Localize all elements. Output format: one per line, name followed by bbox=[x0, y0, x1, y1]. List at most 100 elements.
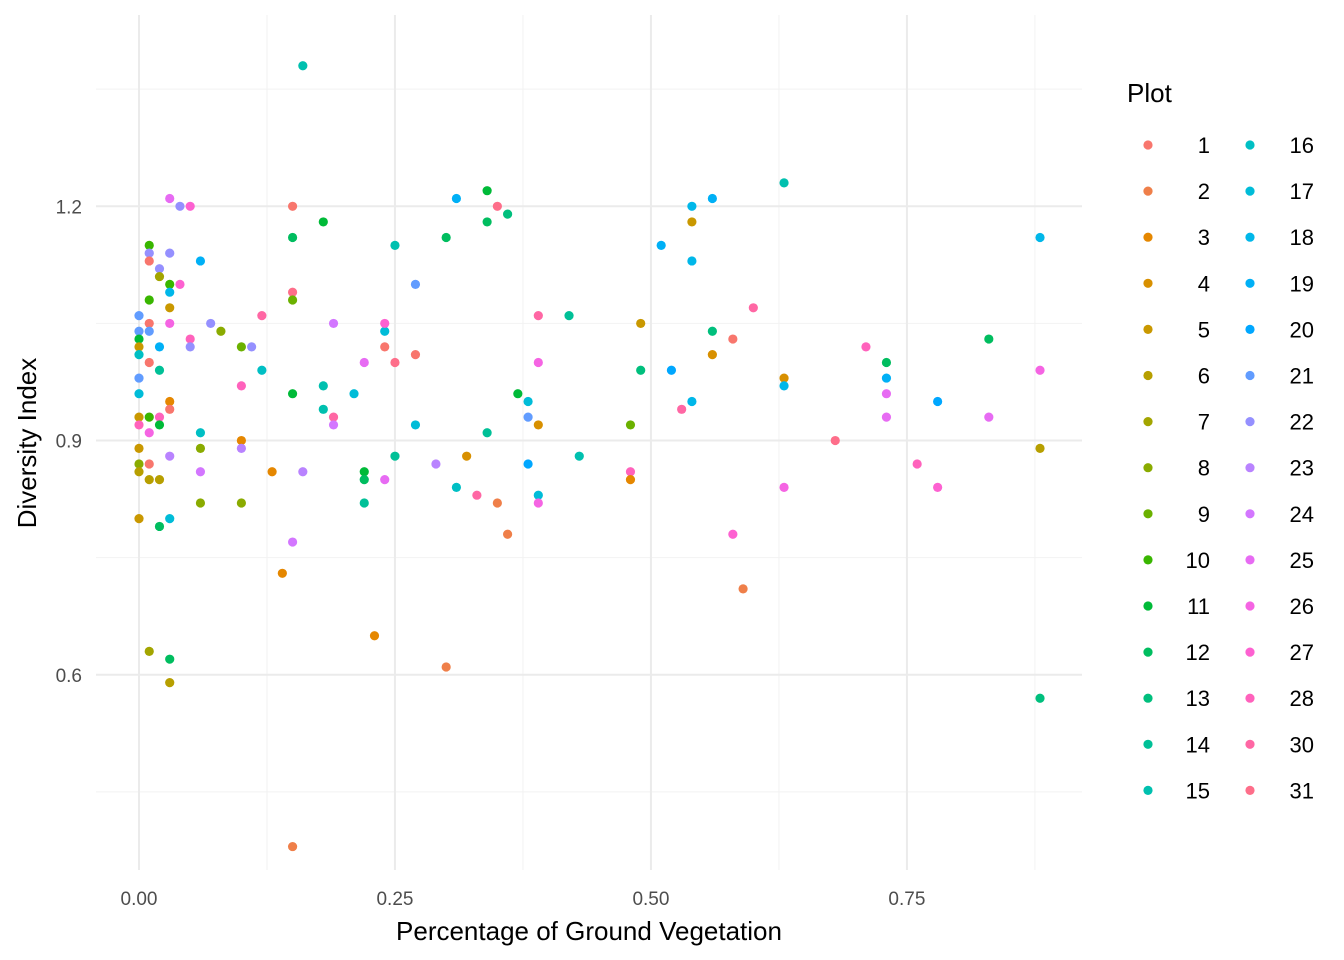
data-point-plot-22 bbox=[185, 342, 195, 352]
legend-label: 17 bbox=[1290, 179, 1314, 204]
data-point-plot-30 bbox=[328, 412, 339, 422]
data-point-plot-28 bbox=[625, 467, 636, 477]
data-point-plot-19 bbox=[154, 342, 165, 352]
data-point-plot-14 bbox=[482, 428, 492, 438]
legend-key-31 bbox=[1245, 785, 1255, 796]
data-point-plot-30 bbox=[748, 303, 758, 313]
legend-label: 5 bbox=[1198, 317, 1210, 342]
legend-label: 19 bbox=[1290, 271, 1314, 296]
data-point-plot-20 bbox=[523, 459, 533, 469]
data-point-plot-12 bbox=[359, 474, 369, 485]
legend-label: 6 bbox=[1198, 364, 1210, 389]
data-point-plot-30 bbox=[257, 311, 267, 321]
legend-key-3 bbox=[1143, 232, 1153, 242]
data-point-plot-3 bbox=[277, 568, 287, 578]
data-point-plot-18 bbox=[687, 201, 697, 211]
data-point-plot-21 bbox=[523, 412, 533, 422]
data-point-plot-5 bbox=[165, 303, 175, 313]
legend-key-2 bbox=[1143, 186, 1153, 196]
legend-key-17 bbox=[1245, 186, 1255, 196]
points bbox=[134, 61, 1045, 852]
data-point-plot-23 bbox=[298, 467, 308, 477]
data-point-plot-6 bbox=[154, 474, 165, 485]
data-point-plot-4 bbox=[707, 350, 717, 360]
data-point-plot-8 bbox=[236, 498, 246, 508]
data-point-plot-25 bbox=[984, 412, 994, 422]
data-point-plot-30 bbox=[677, 404, 687, 414]
data-point-plot-28 bbox=[185, 334, 195, 344]
data-point-plot-3 bbox=[165, 396, 175, 407]
data-point-plot-1 bbox=[144, 318, 154, 329]
data-point-plot-23 bbox=[165, 451, 175, 461]
data-point-plot-7 bbox=[144, 646, 154, 656]
data-point-plot-21 bbox=[134, 373, 144, 383]
data-point-plot-6 bbox=[1035, 443, 1045, 453]
data-point-plot-1 bbox=[165, 404, 175, 414]
data-point-plot-18 bbox=[687, 396, 697, 407]
data-point-plot-27 bbox=[185, 201, 195, 211]
y-axis-ticks: 0.6 0.9 1.2 bbox=[56, 197, 82, 686]
data-point-plot-31 bbox=[390, 357, 400, 368]
data-point-plot-14 bbox=[390, 451, 400, 461]
legend-label: 1 bbox=[1198, 133, 1210, 158]
data-point-plot-24 bbox=[195, 467, 206, 477]
y-tick-label: 1.2 bbox=[56, 197, 82, 218]
x-axis-title: Percentage of Ground Vegetation bbox=[396, 916, 782, 946]
legend-label: 10 bbox=[1186, 548, 1210, 573]
legend-key-7 bbox=[1143, 417, 1153, 427]
data-point-plot-31 bbox=[287, 287, 298, 297]
data-point-plot-19 bbox=[707, 193, 717, 204]
data-point-plot-31 bbox=[830, 435, 840, 446]
data-point-plot-17 bbox=[533, 490, 543, 500]
data-point-plot-5 bbox=[134, 514, 144, 524]
data-point-plot-4 bbox=[533, 420, 543, 430]
data-point-plot-18 bbox=[1035, 232, 1045, 243]
data-point-plot-15 bbox=[298, 61, 308, 71]
data-point-plot-5 bbox=[636, 318, 646, 329]
data-point-plot-16 bbox=[134, 350, 144, 360]
legend-key-4 bbox=[1143, 278, 1153, 288]
data-point-plot-4 bbox=[779, 373, 789, 383]
data-point-plot-26 bbox=[779, 482, 789, 492]
data-point-plot-11 bbox=[154, 420, 165, 430]
data-point-plot-28 bbox=[154, 412, 165, 422]
data-point-plot-11 bbox=[482, 186, 492, 196]
data-point-plot-2 bbox=[287, 841, 298, 852]
legend-key-13 bbox=[1143, 693, 1153, 703]
data-point-plot-3 bbox=[267, 467, 277, 477]
legend-key-19 bbox=[1245, 278, 1255, 288]
legend-label: 13 bbox=[1186, 686, 1210, 711]
x-tick-label: 0.75 bbox=[888, 889, 925, 910]
data-point-plot-26 bbox=[533, 498, 543, 508]
data-point-plot-25 bbox=[881, 412, 892, 422]
data-point-plot-1 bbox=[410, 350, 421, 360]
y-axis-title: Diversity Index bbox=[12, 358, 42, 529]
legend-label: 24 bbox=[1290, 502, 1314, 527]
data-point-plot-12 bbox=[441, 232, 451, 243]
legend-label: 11 bbox=[1187, 594, 1210, 619]
legend-key-24 bbox=[1245, 509, 1255, 519]
data-point-plot-19 bbox=[451, 193, 462, 204]
legend-label: 21 bbox=[1290, 364, 1314, 389]
data-point-plot-17 bbox=[380, 326, 390, 336]
data-point-plot-1 bbox=[144, 256, 154, 266]
data-point-plot-27 bbox=[728, 529, 738, 539]
data-point-plot-13 bbox=[636, 365, 646, 375]
data-point-plot-2 bbox=[441, 662, 451, 672]
legend-key-12 bbox=[1143, 647, 1153, 657]
data-point-plot-19 bbox=[195, 256, 206, 266]
legend-label: 22 bbox=[1290, 410, 1314, 435]
data-point-plot-22 bbox=[154, 264, 165, 274]
data-point-plot-12 bbox=[154, 521, 165, 532]
data-point-plot-12 bbox=[482, 217, 492, 227]
data-point-plot-22 bbox=[144, 248, 154, 258]
data-point-plot-25 bbox=[881, 389, 892, 399]
legend-label: 27 bbox=[1290, 640, 1314, 665]
y-tick-label: 0.6 bbox=[56, 666, 82, 687]
data-point-plot-21 bbox=[144, 326, 154, 336]
legend-label: 8 bbox=[1198, 456, 1210, 481]
data-point-plot-28 bbox=[912, 459, 922, 469]
data-point-plot-20 bbox=[666, 365, 677, 375]
data-point-plot-28 bbox=[134, 420, 144, 430]
data-point-plot-20 bbox=[933, 396, 943, 407]
